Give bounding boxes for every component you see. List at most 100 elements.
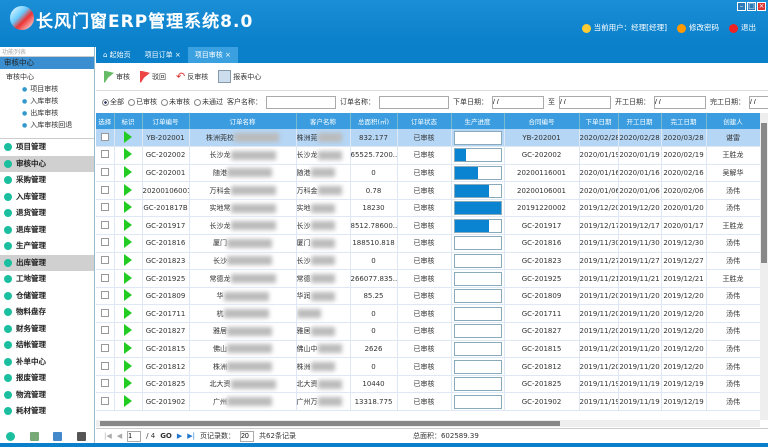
- nav-item[interactable]: 仓储管理: [0, 288, 94, 305]
- row-checkbox[interactable]: [96, 357, 115, 376]
- nav-item[interactable]: 项目管理: [0, 139, 94, 156]
- table-row[interactable]: GC-201925 常德龙 常德 266077.835... 已审核 GC-20…: [96, 269, 760, 288]
- column-header[interactable]: 合同编号: [504, 113, 580, 129]
- row-checkbox[interactable]: [96, 164, 115, 183]
- column-header[interactable]: 生产进度: [451, 113, 505, 129]
- report-center-button[interactable]: 报表中心: [218, 70, 261, 83]
- logout-link[interactable]: 退出: [729, 22, 756, 33]
- column-header[interactable]: 开工日期: [618, 113, 662, 129]
- table-row[interactable]: YB-202001 株洲莞校 株洲莞 832.177 已审核 YB-202001…: [96, 129, 760, 148]
- tree-item[interactable]: 入库审核回退: [6, 119, 94, 131]
- tab-project-audit[interactable]: 项目审核 ×: [187, 47, 238, 63]
- nav-item[interactable]: 审核中心: [0, 155, 94, 172]
- column-header[interactable]: 选择: [96, 113, 115, 129]
- order-input[interactable]: [379, 95, 449, 109]
- table-row[interactable]: GC-201816 厦门 厦门 188510.818 已审核 GC-201816…: [96, 234, 760, 253]
- row-checkbox[interactable]: [96, 216, 115, 236]
- maximize-button[interactable]: □: [747, 2, 756, 11]
- column-header[interactable]: 标识: [114, 113, 143, 129]
- order-date-to[interactable]: [559, 95, 611, 109]
- filter-radio[interactable]: 全部: [102, 97, 124, 107]
- order-date-from[interactable]: [492, 95, 544, 109]
- column-header[interactable]: 订单状态: [397, 113, 452, 129]
- row-checkbox[interactable]: [96, 322, 115, 341]
- document-icon[interactable]: [53, 431, 63, 441]
- minimize-button[interactable]: –: [737, 2, 746, 11]
- row-checkbox[interactable]: [96, 181, 115, 200]
- tree-root[interactable]: 审核中心: [6, 73, 34, 81]
- table-row[interactable]: GC-202002 长沙龙 长沙龙 65525.7200... 已审核 GC-2…: [96, 146, 760, 165]
- nav-item[interactable]: 补单中心: [0, 354, 94, 371]
- row-checkbox[interactable]: [96, 129, 115, 148]
- tree-item[interactable]: 出库审核: [6, 107, 94, 119]
- cart-icon[interactable]: [29, 431, 39, 441]
- table-row[interactable]: GC-202001 随港 随港 0 已审核 20200116001 2020/0…: [96, 164, 760, 183]
- approve-button[interactable]: 审核: [104, 70, 130, 83]
- first-page-button[interactable]: |◀: [104, 432, 112, 440]
- column-header[interactable]: 下单日期: [579, 113, 619, 129]
- row-checkbox[interactable]: [96, 392, 115, 411]
- nav-item[interactable]: 出库管理: [0, 254, 94, 271]
- filter-radio[interactable]: 已审核: [128, 97, 157, 107]
- close-tab-icon[interactable]: ×: [225, 51, 231, 59]
- last-page-button[interactable]: ▶|: [187, 432, 196, 440]
- person-icon[interactable]: [77, 431, 87, 441]
- column-header[interactable]: 创建人: [706, 113, 760, 129]
- table-row[interactable]: GC-201817B 实地常 实地 18230 已审核 20191220002 …: [96, 199, 760, 218]
- page-input[interactable]: [127, 430, 142, 442]
- circle-icon[interactable]: [5, 431, 15, 441]
- finish-date-input[interactable]: [749, 95, 768, 109]
- table-row[interactable]: GC-201809 华 华润 85.25 已审核 GC-201809 2019/…: [96, 287, 760, 306]
- row-checkbox[interactable]: [96, 252, 115, 271]
- nav-item[interactable]: 结帐管理: [0, 337, 94, 354]
- row-checkbox[interactable]: [96, 199, 115, 218]
- horizontal-scrollbar[interactable]: [96, 420, 760, 427]
- tree-item[interactable]: 入库审核: [6, 95, 94, 107]
- row-checkbox[interactable]: [96, 234, 115, 253]
- start-date-input[interactable]: [654, 95, 706, 109]
- filter-radio[interactable]: 未通过: [194, 97, 223, 107]
- page-size-input[interactable]: [240, 430, 255, 442]
- column-header[interactable]: 完工日期: [661, 113, 707, 129]
- nav-item[interactable]: 工地管理: [0, 271, 94, 288]
- table-row[interactable]: GC-201711 杭 0 已审核 GC-201711 2019/11/20 2…: [96, 304, 760, 324]
- tree-item[interactable]: 项目审核: [6, 83, 94, 95]
- vertical-scrollbar[interactable]: [760, 113, 768, 420]
- sidebar-section-title[interactable]: 审核中心: [0, 57, 94, 69]
- nav-item[interactable]: 耗材管理: [0, 403, 94, 420]
- table-row[interactable]: GC-201827 雅居 雅居 0 已审核 GC-201827 2019/11/…: [96, 322, 760, 341]
- table-row[interactable]: GC-201825 北大资 北大资 10440 已审核 GC-201825 20…: [96, 375, 760, 394]
- go-button[interactable]: GO: [160, 432, 172, 440]
- nav-item[interactable]: 报废管理: [0, 370, 94, 387]
- row-checkbox[interactable]: [96, 287, 115, 306]
- row-checkbox[interactable]: [96, 304, 115, 324]
- table-row[interactable]: GC-201917 长沙龙 长沙 8512.78600... 已审核 GC-20…: [96, 216, 760, 236]
- nav-item[interactable]: 入库管理: [0, 189, 94, 206]
- table-row[interactable]: GC-201815 佛山 佛山中 2626 已审核 GC-201815 2019…: [96, 340, 760, 359]
- customer-input[interactable]: [266, 95, 336, 109]
- row-checkbox[interactable]: [96, 146, 115, 165]
- reject-button[interactable]: 驳回: [140, 70, 166, 83]
- column-header[interactable]: 客户名称: [296, 113, 351, 129]
- row-checkbox[interactable]: [96, 375, 115, 394]
- table-row[interactable]: 20200106001 万科金 万科金 0.78 已审核 20200106001…: [96, 181, 760, 200]
- nav-item[interactable]: 采购管理: [0, 172, 94, 189]
- nav-item[interactable]: 物流管理: [0, 387, 94, 404]
- close-button[interactable]: ×: [757, 2, 766, 11]
- nav-item[interactable]: 物料盘存: [0, 304, 94, 321]
- function-search[interactable]: 功能列表: [0, 47, 94, 57]
- nav-item[interactable]: 财务管理: [0, 321, 94, 338]
- column-header[interactable]: 总面积(㎡): [350, 113, 398, 129]
- prev-page-button[interactable]: ◀: [116, 432, 123, 440]
- column-header[interactable]: 订单编号: [142, 113, 190, 129]
- next-page-button[interactable]: ▶: [176, 432, 183, 440]
- filter-radio[interactable]: 未审核: [161, 97, 190, 107]
- table-row[interactable]: GC-201812 株洲 株洲 0 已审核 GC-201812 2019/11/…: [96, 357, 760, 376]
- tab-project-orders[interactable]: 项目订单 ×: [144, 51, 181, 59]
- nav-item[interactable]: 生产管理: [0, 238, 94, 255]
- table-row[interactable]: GC-201902 广州 广州万 13318.775 已审核 GC-201902…: [96, 392, 760, 411]
- column-header[interactable]: 订单名称: [189, 113, 297, 129]
- nav-item[interactable]: 退货管理: [0, 205, 94, 222]
- unapprove-button[interactable]: ↶ 反审核: [176, 70, 209, 83]
- table-row[interactable]: GC-201823 长沙 长沙 0 已审核 GC-201823 2019/11/…: [96, 252, 760, 271]
